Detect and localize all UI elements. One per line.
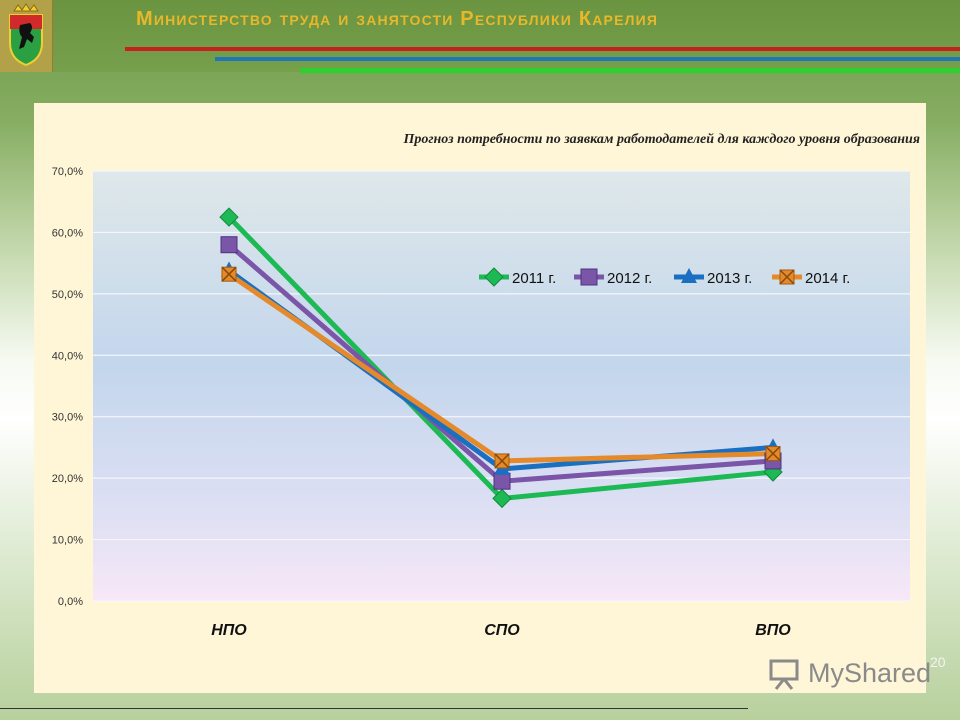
y-tick-label: 50,0%	[52, 289, 83, 301]
legend-marker	[484, 267, 504, 287]
header-bar: Министерство труда и занятости Республик…	[0, 0, 960, 72]
series-markers	[219, 207, 783, 509]
legend-item: 2012 г.	[574, 268, 652, 287]
chart-legend: 2011 г. 2012 г. 2013 г. 2014 г.	[479, 267, 850, 287]
y-tick-label: 70,0%	[52, 166, 83, 178]
data-point	[221, 266, 237, 282]
data-point	[219, 207, 239, 227]
legend-marker	[681, 268, 697, 283]
watermark-text: MyShared	[808, 658, 932, 688]
line-chart: 0,0%10,0%20,0%30,0%40,0%50,0%60,0%70,0% …	[52, 166, 910, 639]
y-tick-label: 10,0%	[52, 535, 83, 547]
legend-label: 2013 г.	[707, 270, 752, 287]
page-number: 20	[930, 654, 946, 670]
legend-item: 2013 г.	[674, 268, 752, 287]
chart-title: Прогноз потребности по заявкам работодат…	[403, 132, 920, 147]
x-category-label: НПО	[211, 622, 247, 639]
legend-label: 2011 г.	[512, 270, 556, 287]
y-tick-label: 40,0%	[52, 350, 83, 362]
data-point	[494, 453, 510, 469]
legend-marker	[580, 268, 598, 286]
data-point	[493, 472, 511, 490]
watermark-logo: MyShared	[768, 656, 932, 690]
header-stripe-green	[300, 68, 960, 73]
x-category-label: СПО	[484, 622, 520, 639]
header-stripe-blue	[215, 57, 960, 61]
data-point	[492, 488, 512, 509]
karelia-coat-of-arms-icon	[9, 3, 43, 67]
x-category-label: ВПО	[755, 622, 791, 639]
legend-marker	[779, 269, 795, 285]
header-stripe-red	[125, 47, 960, 51]
emblem-frame	[0, 0, 53, 72]
page-title: Министерство труда и занятости Республик…	[136, 8, 659, 30]
legend-item: 2011 г.	[479, 267, 556, 287]
legend-item: 2014 г.	[772, 269, 850, 287]
legend-label: 2014 г.	[805, 270, 850, 287]
y-tick-label: 20,0%	[52, 473, 83, 485]
data-point	[765, 446, 781, 462]
legend-label: 2012 г.	[607, 270, 652, 287]
chart-panel: Прогноз потребности по заявкам работодат…	[34, 103, 926, 693]
x-axis-categories: НПО СПО ВПО	[211, 622, 791, 639]
y-tick-label: 30,0%	[52, 412, 83, 424]
data-point	[220, 236, 238, 254]
presentation-board-icon	[769, 659, 799, 690]
y-tick-label: 0,0%	[58, 596, 83, 608]
y-tick-label: 60,0%	[52, 227, 83, 239]
plot-area	[93, 171, 910, 601]
footer-rule	[0, 708, 748, 709]
y-axis-ticks: 0,0% 10,0% 20,0% 30,0% 40,0% 50,0% 60,0% 70,0%	[52, 166, 83, 608]
